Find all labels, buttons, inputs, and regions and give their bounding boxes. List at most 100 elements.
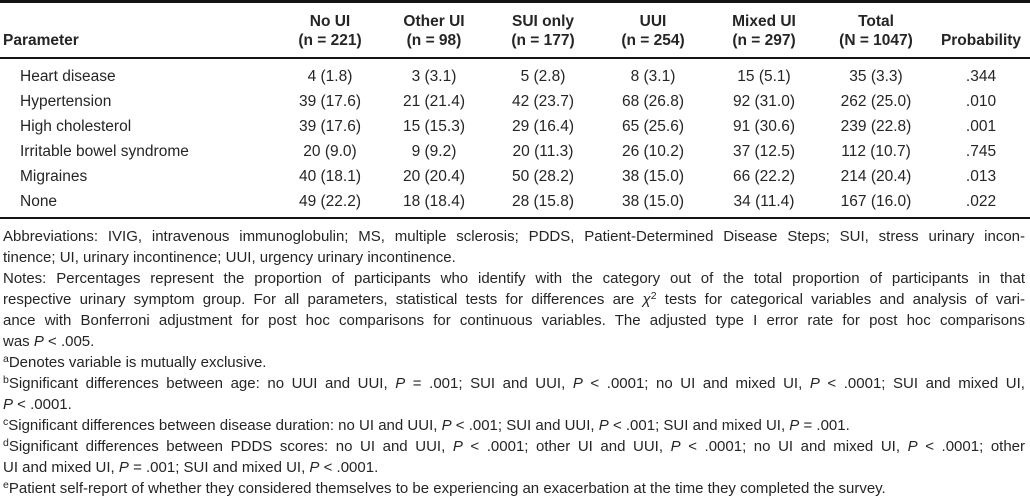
col-sample-size: (n = 177) [511,32,575,49]
cell-value: 42 (23.7) [511,92,575,110]
text-segment: Notes: Percentages represent the proport… [3,270,1025,287]
footnote-line-notes-cont-2: ance with Bonferroni adjustment for post… [3,310,1025,331]
text-segment: < .0001; other UI and UUI, [462,438,671,455]
cell-value: 167 (16.0) [840,192,912,210]
cell-value: 40 (18.1) [298,167,362,185]
col-header-other-ui: Other UI (n = 98) [380,1,488,59]
cell-probability: .022 [965,192,997,210]
text-segment: 2 [650,290,657,302]
col-header-uui: UUI (n = 254) [598,1,708,59]
cell-value: 65 (25.6) [621,117,685,135]
text-segment: a [3,353,9,365]
col-header-no-ui: No UI (n = 221) [280,1,380,59]
text-segment: P [3,396,14,413]
text-segment: P [598,417,609,434]
cell-value: 15 (15.3) [402,117,466,135]
cell-probability: .745 [965,142,997,160]
cell-value: 4 (1.8) [307,67,353,85]
col-label: Parameter [3,32,79,49]
cell-parameter: High cholesterol [20,117,132,135]
table-row: None 49 (22.2) 18 (18.4) 28 (15.8) 38 (1… [0,189,1030,218]
cell-value: 68 (26.8) [621,92,685,110]
col-label: UUI [639,13,667,30]
cell-value: 20 (20.4) [402,167,466,185]
text-segment: UI and mixed UI, [3,459,119,476]
text-segment: P [789,417,800,434]
text-segment: < .0001. [13,396,72,413]
text-segment: Significant differences between PDDS sco… [8,438,453,455]
text-segment: ance with Bonferroni adjustment for post… [3,312,1025,329]
footnote-line-notes-cont-3: was P < .005. [3,331,1025,352]
cell-value: 15 (5.1) [737,67,791,85]
cell-value: 37 (12.5) [732,142,796,160]
col-sample-size: (N = 1047) [839,32,913,49]
text-segment: Abbreviations: IVIG, intravenous immunog… [3,228,1025,245]
text-segment: Patient self-report of whether they cons… [8,480,886,497]
col-sample-size: (n = 297) [732,32,796,49]
cell-parameter: Heart disease [20,67,116,85]
cell-parameter: Irritable bowel syndrome [20,142,189,160]
table-row: High cholesterol 39 (17.6) 15 (15.3) 29 … [0,114,1030,139]
cell-value: 9 (9.2) [411,142,457,160]
cell-value: 26 (10.2) [621,142,685,160]
cell-value: 239 (22.8) [840,117,912,135]
table-row: Irritable bowel syndrome 20 (9.0) 9 (9.2… [0,139,1030,164]
text-segment: P [395,375,406,392]
col-label: Other UI [403,13,465,30]
cell-value: 3 (3.1) [411,67,457,85]
text-segment: respective urinary symptom group. For al… [3,291,643,308]
cell-value: 28 (15.8) [511,192,575,210]
text-segment: < .0001. [319,459,379,476]
col-label: Total [858,13,894,30]
footnote-line-abbreviations: Abbreviations: IVIG, intravenous immunog… [3,226,1025,247]
text-segment: P [33,333,44,350]
cell-value: 21 (21.4) [402,92,466,110]
footnote-d: dSignificant differences between PDDS sc… [3,436,1025,457]
text-segment: b [3,374,9,386]
text-segment: < .001; SUI and mixed UI, [608,417,790,434]
col-label: Mixed UI [732,13,796,30]
cell-value: 8 (3.1) [630,67,676,85]
text-segment: P [452,438,463,455]
text-segment: P [118,459,129,476]
cell-probability: .344 [965,67,997,85]
text-segment: d [3,437,9,449]
text-segment: tinence; UI, urinary incontinence; UUI, … [3,249,456,266]
cell-value: 5 (2.8) [520,67,566,85]
col-header-sui-only: SUI only (n = 177) [488,1,598,59]
cell-value: 35 (3.3) [849,67,903,85]
text-segment: P [309,459,320,476]
header-row: Parameter No UI (n = 221) Other UI (n = … [0,1,1030,59]
text-segment: = .001; SUI and mixed UI, [128,459,310,476]
col-header-total: Total (N = 1047) [820,1,932,59]
cell-value: 20 (9.0) [303,142,357,160]
text-segment: < .0001; no UI and mixed UI, [582,375,810,392]
text-segment: < .0001; SUI and mixed UI, [819,375,1025,392]
text-segment: P [441,417,452,434]
footnotes: Abbreviations: IVIG, intravenous immunog… [0,219,1030,499]
text-segment: tests for categorical variables and anal… [656,291,1025,308]
cell-value: 262 (25.0) [840,92,912,110]
col-sample-size: (n = 98) [406,32,462,49]
comorbidity-table: Parameter No UI (n = 221) Other UI (n = … [0,0,1030,219]
text-segment: e [3,479,9,491]
text-segment: = .001. [799,417,850,434]
text-segment: Denotes variable is mutually exclusive. [8,354,267,371]
cell-value: 112 (10.7) [841,142,911,160]
text-segment: = .001; SUI and UUI, [405,375,573,392]
text-segment: P [907,438,918,455]
footnote-b: bSignificant differences between age: no… [3,373,1025,394]
cell-value: 38 (15.0) [621,192,685,210]
text-segment: P [572,375,583,392]
cell-value: 50 (28.2) [511,167,575,185]
text-segment: Significant differences between age: no … [8,375,396,392]
footnote-line-notes-cont-1: respective urinary symptom group. For al… [3,289,1025,310]
cell-value: 38 (15.0) [621,167,685,185]
footnote-line-notes: Notes: Percentages represent the proport… [3,268,1025,289]
text-segment: c [3,416,9,428]
text-segment: χ [642,291,651,308]
text-segment: Significant differences between disease … [8,417,442,434]
col-label: No UI [309,13,351,30]
footnote-c: cSignificant differences between disease… [3,415,1025,436]
